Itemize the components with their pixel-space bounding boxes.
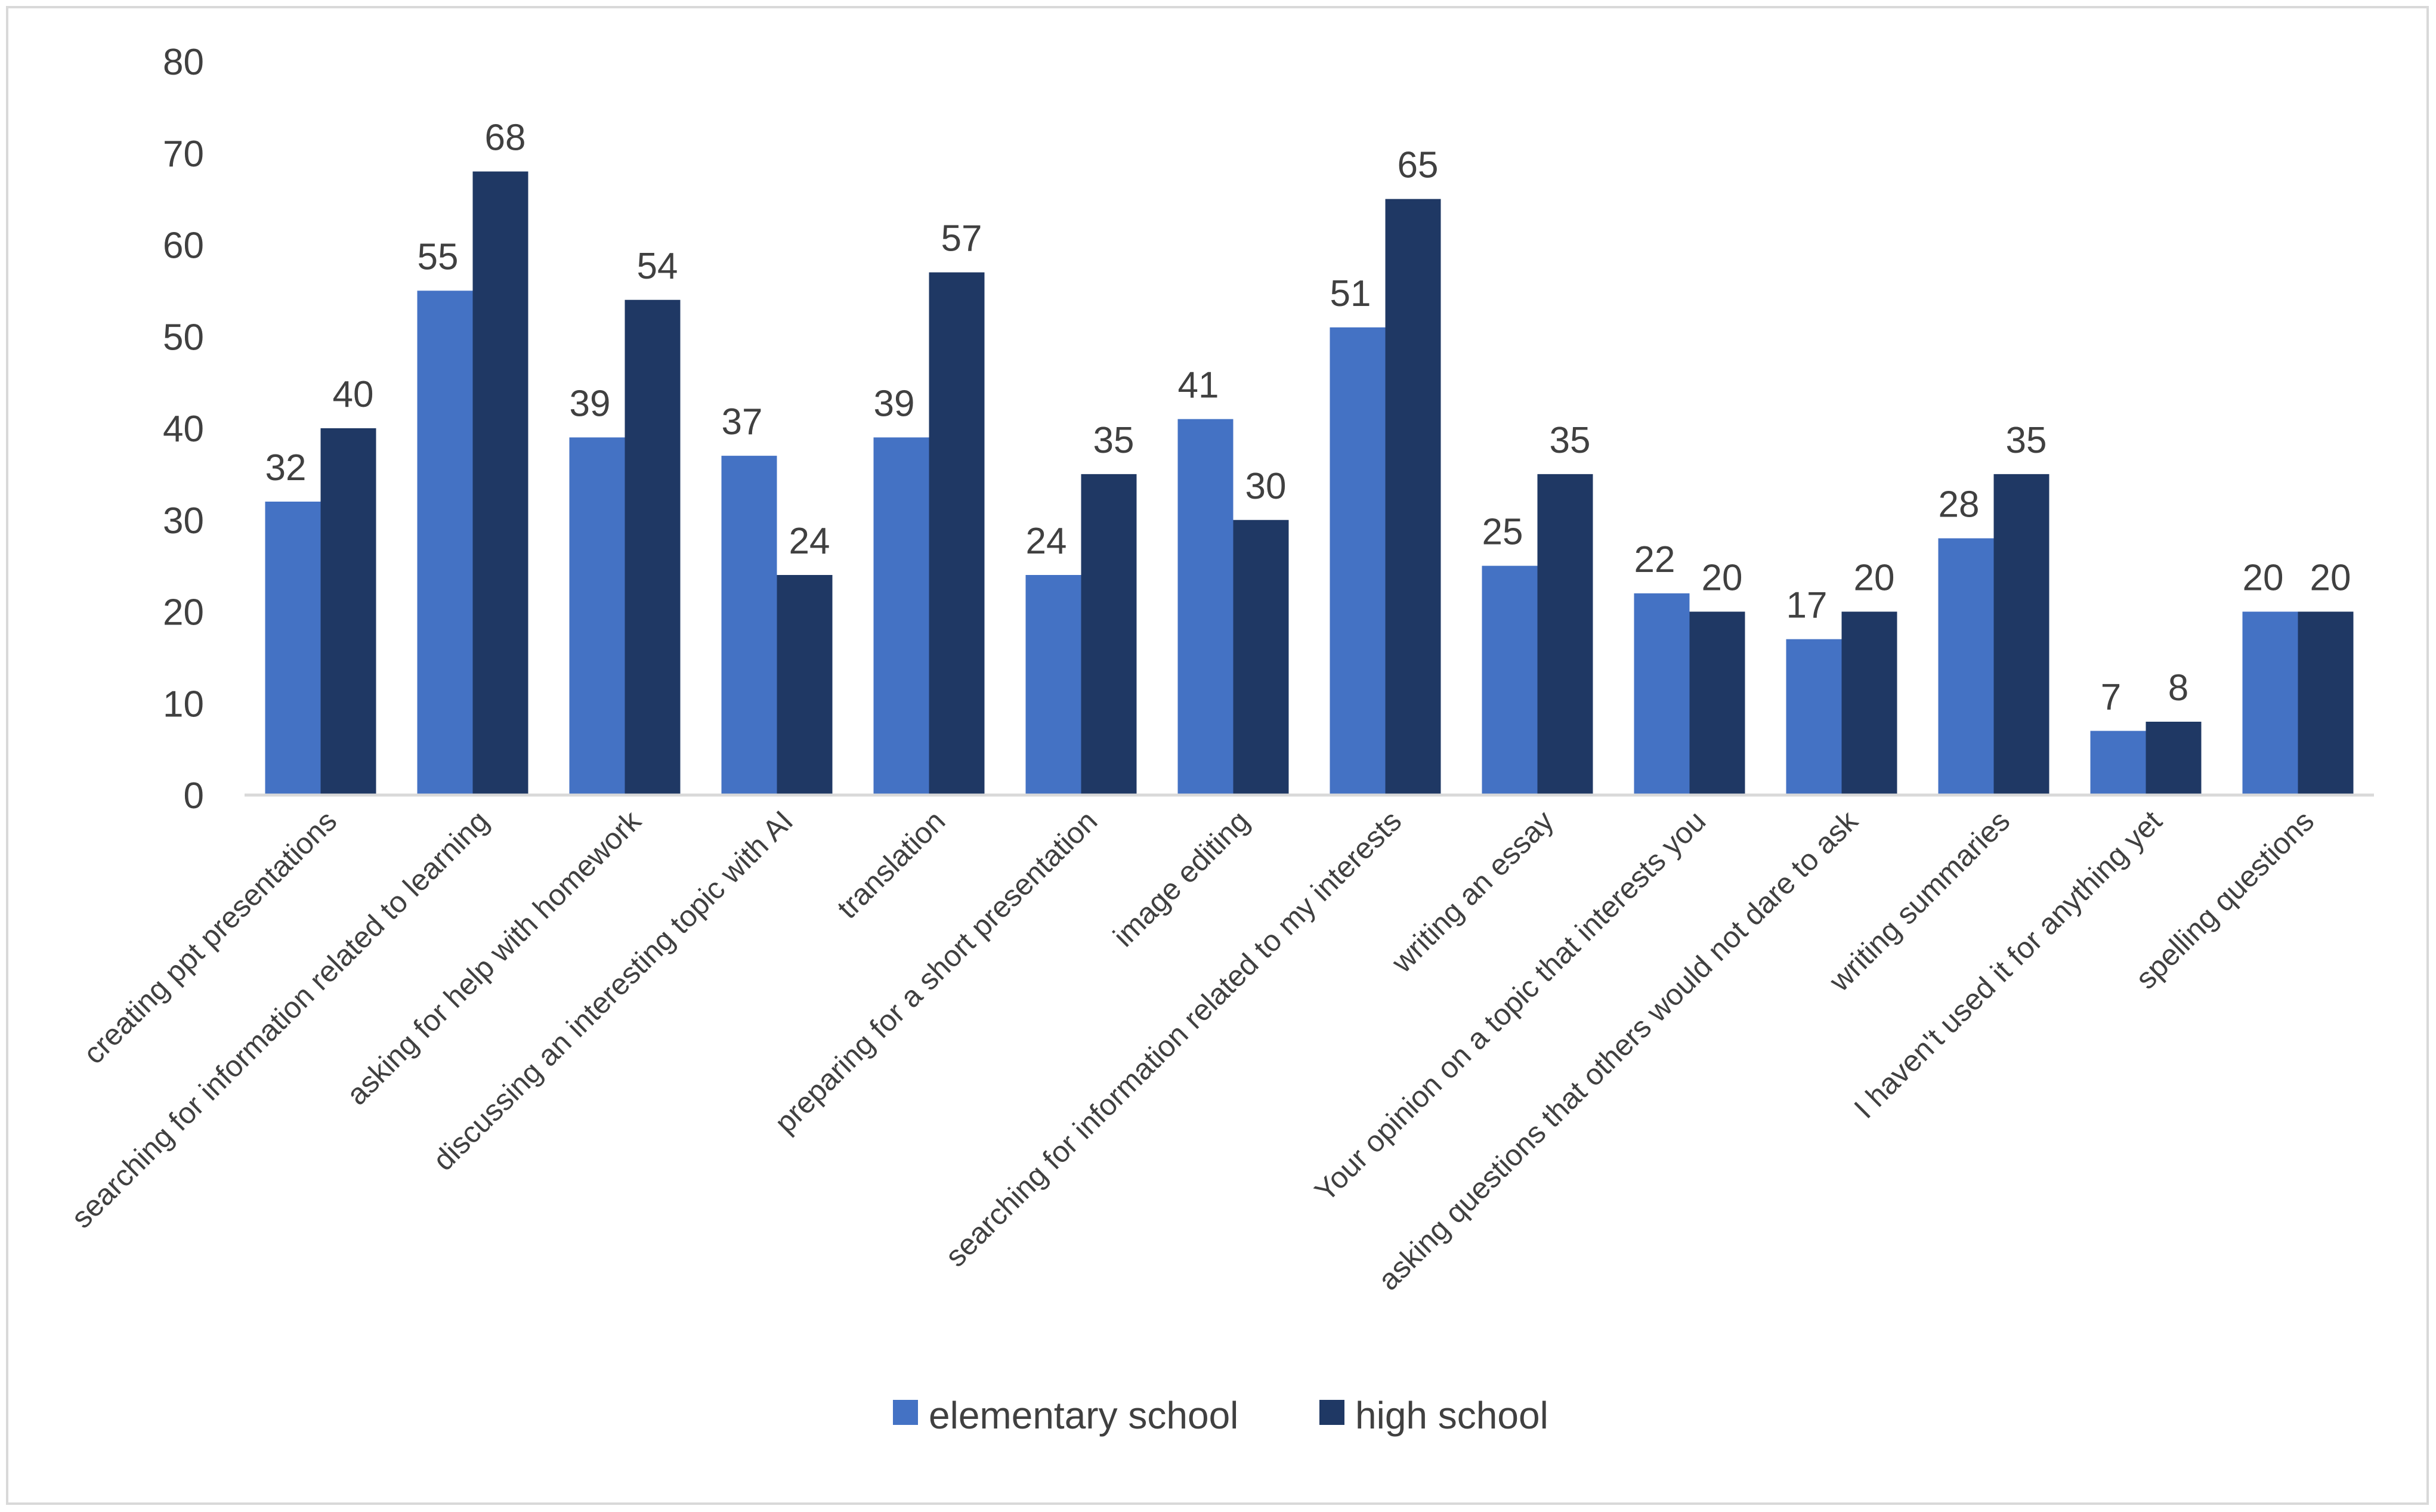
bar-elementary-3	[721, 456, 777, 795]
y-tick-label: 20	[163, 592, 204, 633]
bar-high-9	[1689, 611, 1745, 795]
data-label: 25	[1482, 512, 1523, 553]
legend-swatch	[893, 1400, 918, 1425]
data-label: 35	[1093, 420, 1134, 461]
data-label: 35	[1550, 420, 1591, 461]
data-label: 20	[1702, 558, 1743, 599]
data-label: 57	[941, 218, 982, 259]
data-label: 8	[2168, 667, 2188, 709]
y-axis-ticks: 0 10 20 30 40 50 60 70 80	[163, 42, 204, 817]
bar-elementary-13	[2242, 611, 2298, 795]
y-tick-label: 60	[163, 225, 204, 267]
category-label: creating ppt presentations	[77, 804, 343, 1070]
category-label: translation	[831, 804, 952, 925]
bar-elementary-5	[1025, 575, 1081, 795]
bar-high-12	[2146, 722, 2202, 795]
bar-high-13	[2298, 611, 2354, 795]
y-tick-label: 30	[163, 500, 204, 542]
legend-label: elementary school	[929, 1394, 1238, 1437]
y-tick-label: 50	[163, 317, 204, 358]
data-label: 39	[874, 383, 915, 424]
category-label: preparing for a short presentation	[768, 804, 1103, 1139]
bar-high-11	[1993, 474, 2049, 795]
bar-elementary-9	[1634, 593, 1690, 795]
data-label: 22	[1634, 539, 1675, 580]
bar-elementary-2	[569, 437, 625, 795]
data-label: 55	[418, 236, 459, 277]
bar-high-6	[1233, 520, 1289, 795]
data-label: 24	[789, 521, 830, 562]
data-labels: 32 55 39 37 39 24 41 51 25 22 17 28 7 20 40 68 54 24 57 35 3…	[265, 118, 2351, 718]
y-tick-label: 10	[163, 684, 204, 725]
bar-elementary-0	[265, 502, 321, 795]
data-label: 41	[1178, 365, 1219, 406]
bar-elementary-1	[417, 290, 473, 795]
data-label: 32	[265, 447, 307, 488]
data-label: 20	[1854, 558, 1895, 599]
data-label: 30	[1245, 466, 1287, 507]
bar-high-0	[320, 428, 376, 795]
data-label: 7	[2101, 676, 2121, 718]
y-tick-label: 40	[163, 409, 204, 450]
bar-elementary-10	[1786, 639, 1842, 795]
bars	[265, 171, 2354, 795]
bar-high-8	[1537, 474, 1593, 795]
category-label: image editing	[1106, 804, 1256, 953]
data-label: 68	[485, 118, 526, 159]
y-tick-label: 80	[163, 42, 204, 83]
bar-elementary-7	[1330, 327, 1386, 795]
data-label: 20	[2243, 558, 2284, 599]
data-label: 24	[1026, 521, 1067, 562]
legend-label: high school	[1355, 1394, 1548, 1437]
data-label: 65	[1398, 145, 1439, 186]
bar-high-5	[1081, 474, 1137, 795]
category-label: asking for help with homework	[340, 803, 648, 1111]
bar-elementary-12	[2090, 731, 2146, 795]
bar-high-3	[777, 575, 833, 795]
bar-high-1	[472, 171, 528, 795]
data-label: 37	[722, 401, 763, 443]
bar-high-10	[1841, 611, 1897, 795]
data-label: 28	[1939, 484, 1980, 525]
bar-elementary-11	[1938, 538, 1994, 795]
category-label: I haven't used it for anything yet	[1848, 804, 2169, 1125]
legend-swatch	[1319, 1400, 1344, 1425]
category-label: writing an essay	[1384, 804, 1560, 979]
bar-elementary-4	[873, 437, 929, 795]
data-label: 17	[1786, 585, 1828, 626]
data-label: 39	[570, 383, 611, 424]
data-label: 54	[637, 246, 678, 287]
legend: elementary school high school	[893, 1394, 1548, 1437]
data-label: 20	[2310, 558, 2351, 599]
data-label: 40	[333, 374, 374, 415]
y-tick-label: 70	[163, 134, 204, 175]
data-label: 51	[1330, 273, 1371, 314]
y-tick-label: 0	[184, 775, 204, 817]
bar-elementary-6	[1177, 419, 1234, 795]
bar-high-2	[625, 299, 681, 795]
bar-elementary-8	[1482, 565, 1538, 795]
bar-high-4	[929, 272, 985, 795]
data-label: 35	[2006, 420, 2047, 461]
bar-high-7	[1385, 199, 1441, 795]
